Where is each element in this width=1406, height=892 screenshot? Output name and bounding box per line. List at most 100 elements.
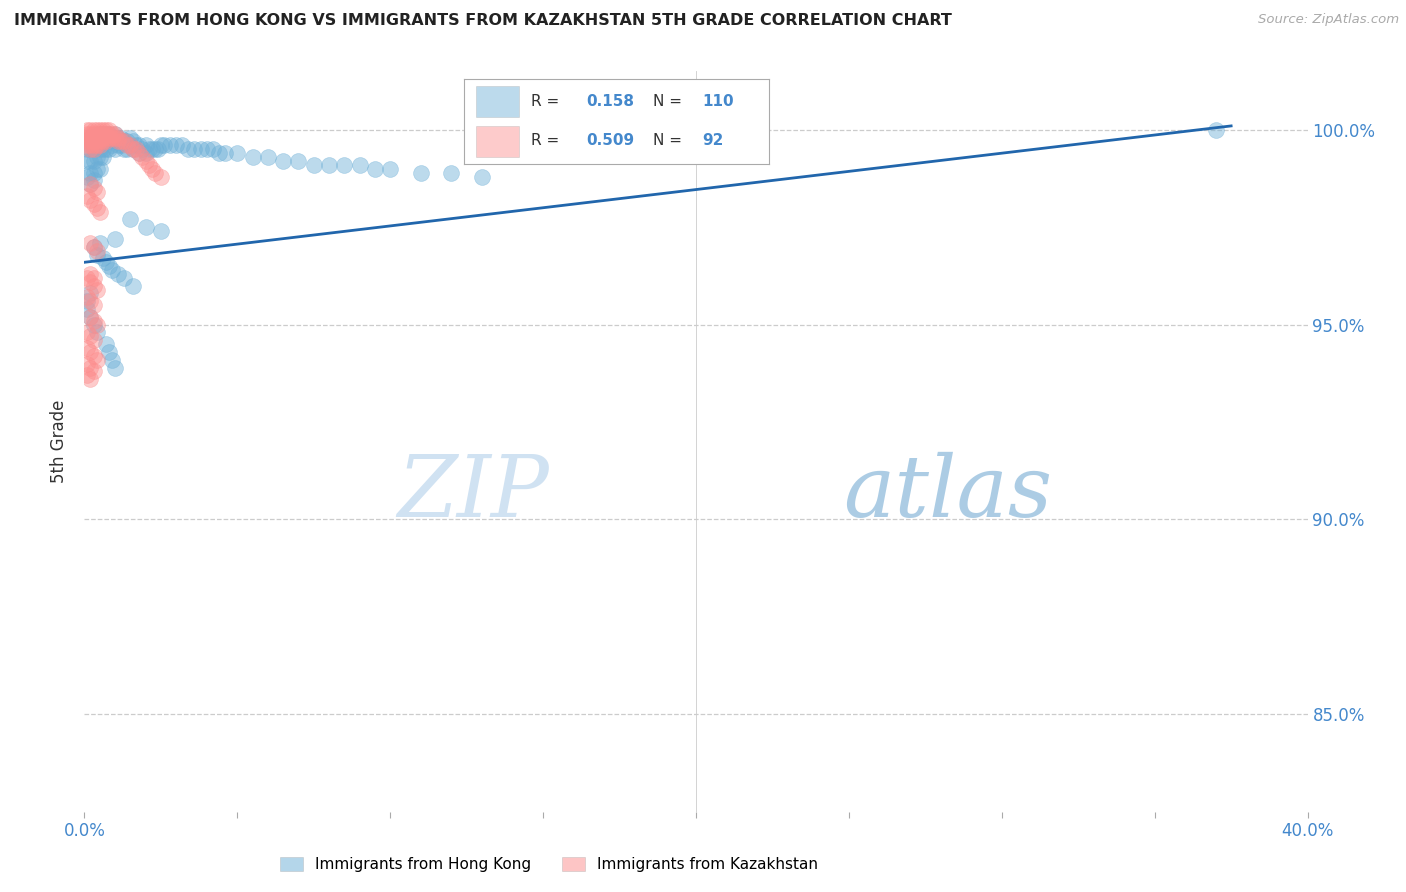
Point: [76, 189, 98, 203]
Point: [125, 138, 148, 153]
Point: [89, 135, 111, 149]
Point: [79, 138, 101, 153]
Point: [97, 130, 120, 145]
Point: [110, 130, 132, 145]
Point: [101, 130, 124, 145]
Point: [83, 298, 105, 312]
Point: [128, 146, 150, 161]
Point: [91, 127, 114, 141]
Point: [141, 142, 163, 156]
Point: [86, 130, 108, 145]
Point: [76, 294, 98, 309]
Point: [83, 240, 105, 254]
Point: [257, 150, 280, 164]
Point: [131, 150, 153, 164]
Point: [138, 142, 160, 156]
Point: [86, 130, 108, 145]
Point: [141, 161, 163, 176]
Point: [79, 135, 101, 149]
Point: [79, 193, 101, 207]
Point: [1205, 123, 1227, 137]
Point: [79, 235, 101, 250]
Point: [226, 146, 249, 161]
Point: [79, 153, 101, 168]
Point: [104, 130, 127, 145]
Point: [349, 158, 371, 172]
Point: [271, 153, 294, 168]
Point: [83, 278, 105, 293]
Point: [110, 135, 132, 149]
Point: [287, 153, 309, 168]
Point: [91, 135, 114, 149]
Point: [83, 130, 105, 145]
Point: [112, 135, 135, 149]
Point: [333, 158, 356, 172]
Point: [76, 368, 98, 383]
Point: [86, 138, 108, 153]
Point: [83, 173, 105, 187]
Point: [83, 240, 105, 254]
Point: [86, 326, 108, 340]
Point: [79, 123, 101, 137]
Point: [79, 142, 101, 156]
Point: [86, 244, 108, 258]
Legend: Immigrants from Hong Kong, Immigrants from Kazakhstan: Immigrants from Hong Kong, Immigrants fr…: [274, 851, 824, 878]
Point: [94, 135, 117, 149]
Point: [104, 127, 127, 141]
Point: [89, 138, 111, 153]
Point: [101, 263, 124, 277]
Point: [76, 135, 98, 149]
Point: [76, 142, 98, 156]
Point: [86, 123, 108, 137]
Point: [86, 201, 108, 215]
Point: [79, 142, 101, 156]
Point: [79, 294, 101, 309]
Point: [94, 127, 117, 141]
Point: [165, 138, 187, 153]
Point: [97, 123, 120, 137]
Y-axis label: 5th Grade: 5th Grade: [51, 400, 69, 483]
Point: [76, 290, 98, 304]
Point: [86, 247, 108, 261]
Point: [159, 138, 181, 153]
Point: [86, 138, 108, 153]
Point: [94, 130, 117, 145]
Point: [91, 123, 114, 137]
Point: [83, 166, 105, 180]
Point: [97, 135, 120, 149]
Point: [149, 169, 172, 184]
Point: [149, 224, 172, 238]
Point: [83, 130, 105, 145]
Point: [79, 360, 101, 375]
Point: [214, 146, 236, 161]
Point: [177, 142, 200, 156]
Point: [76, 127, 98, 141]
Point: [83, 135, 105, 149]
Text: IMMIGRANTS FROM HONG KONG VS IMMIGRANTS FROM KAZAKHSTAN 5TH GRADE CORRELATION CH: IMMIGRANTS FROM HONG KONG VS IMMIGRANTS …: [14, 13, 952, 29]
Point: [115, 138, 138, 153]
Point: [86, 150, 108, 164]
Point: [97, 345, 120, 359]
Point: [201, 142, 224, 156]
Point: [79, 310, 101, 324]
Point: [135, 138, 157, 153]
Point: [242, 150, 264, 164]
Point: [79, 275, 101, 289]
Point: [146, 142, 169, 156]
Point: [79, 178, 101, 192]
Point: [122, 142, 145, 156]
Point: [89, 161, 111, 176]
Point: [89, 204, 111, 219]
Text: Source: ZipAtlas.com: Source: ZipAtlas.com: [1258, 13, 1399, 27]
Point: [318, 158, 340, 172]
Point: [97, 127, 120, 141]
Point: [94, 123, 117, 137]
Point: [76, 138, 98, 153]
Point: [115, 135, 138, 149]
Point: [94, 337, 117, 351]
Point: [86, 127, 108, 141]
Point: [143, 166, 166, 180]
Point: [94, 255, 117, 269]
Point: [83, 181, 105, 195]
Point: [76, 326, 98, 340]
